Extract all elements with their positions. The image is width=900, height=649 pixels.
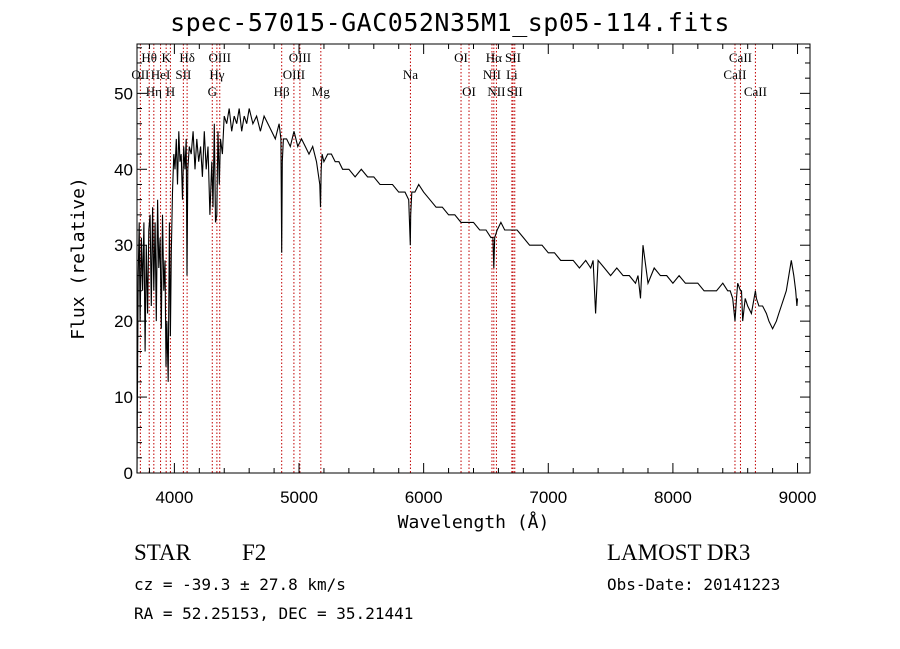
y-tick-label: 30 (114, 236, 133, 255)
plot-frame (136, 43, 811, 474)
line-marker-label-13: OIII (283, 67, 305, 82)
x-tick-label: 7000 (529, 488, 567, 507)
line-marker-label-2: Hη (146, 84, 162, 99)
x-tick-label: 4000 (155, 488, 193, 507)
line-marker-label-3: HeI (151, 67, 171, 82)
line-marker-label-11: Hβ (274, 84, 290, 99)
line-marker-label-14: Mg (312, 84, 331, 99)
x-axis-label: Wavelength (Å) (398, 511, 550, 533)
coordinates-text: RA = 52.25153, DEC = 35.21441 (134, 604, 414, 623)
line-marker-label-15: Na (403, 67, 418, 82)
line-marker-label-20: NII (483, 67, 501, 82)
line-marker-label-9: Hγ (209, 67, 224, 82)
line-marker-label-6: H (166, 84, 175, 99)
line-marker-label-19: SII (505, 50, 521, 65)
redshift-text: cz = -39.3 ± 27.8 km/s (134, 575, 346, 594)
axis-ticks (137, 44, 810, 474)
x-tick-label: 9000 (779, 488, 817, 507)
line-marker-label-8: OIII (209, 50, 231, 65)
line-marker-label-10: G (208, 84, 217, 99)
line-marker-label-25: CaII (723, 67, 746, 82)
y-axis-label: Flux (relative) (68, 177, 89, 340)
line-marker-label-12: OIII (289, 50, 311, 65)
line-marker-label-4: K (161, 50, 171, 65)
chart-title: spec-57015-GAC052N35M1_sp05-114.fits (170, 8, 730, 37)
line-marker-label-22: NII (487, 84, 505, 99)
y-tick-label: 10 (114, 388, 133, 407)
line-marker-label-17: OI (462, 84, 476, 99)
x-tick-label: 6000 (405, 488, 443, 507)
line-marker-label-0: Hθ (141, 50, 157, 65)
line-markers (139, 44, 756, 473)
x-tick-label: 5000 (280, 488, 318, 507)
y-tick-label: 40 (114, 160, 133, 179)
axis-tick-labels: 4000 5000 6000 7000 8000 9000 0 10 20 30 40 50 (114, 84, 816, 507)
object-type: STAR (134, 540, 191, 565)
obs-date: Obs-Date: 20141223 (607, 575, 781, 594)
object-subclass: F2 (242, 540, 267, 565)
line-marker-label-21: Li (506, 67, 518, 82)
line-marker-label-5: SII (175, 67, 191, 82)
line-marker-label-26: CaII (744, 84, 767, 99)
line-marker-label-23: SII (507, 84, 523, 99)
y-tick-label: 0 (124, 464, 133, 483)
survey-name: LAMOST DR3 (607, 540, 751, 565)
line-marker-label-16: OI (454, 50, 468, 65)
y-tick-label: 50 (114, 84, 133, 103)
line-marker-label-1: OII (131, 67, 149, 82)
line-marker-label-7: Hδ (179, 50, 195, 65)
x-tick-label: 8000 (654, 488, 692, 507)
line-marker-label-24: CaII (729, 50, 752, 65)
y-tick-label: 20 (114, 312, 133, 331)
spectrum-line (136, 108, 799, 474)
line-marker-label-18: Hα (486, 50, 502, 65)
